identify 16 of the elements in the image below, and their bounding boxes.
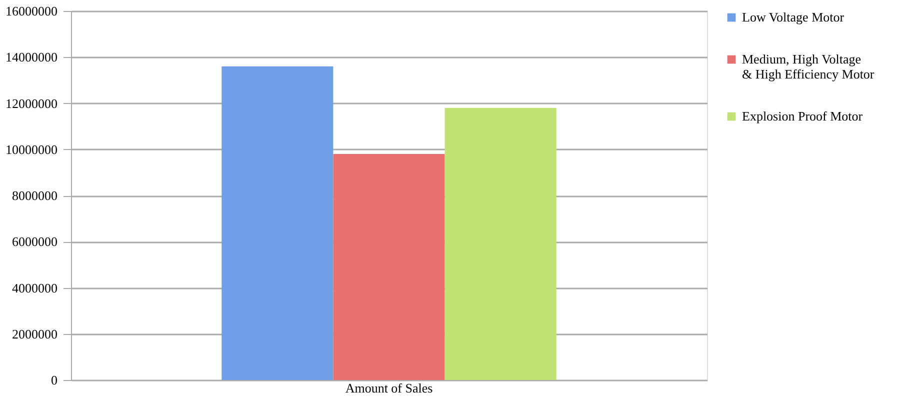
y-tick-label: 8000000 [12,188,58,203]
y-tick-label: 10000000 [6,142,58,157]
y-tick-label: 6000000 [12,234,58,250]
legend-label: Medium, High Voltage & High Efficiency Motor [742,52,875,82]
y-tick-label: 4000000 [12,280,58,296]
x-tick-label: Amount of Sales [345,380,433,396]
legend-label: Explosion Proof Motor [742,108,864,124]
y-tick-label: 2000000 [12,326,58,342]
legend-label: Low Voltage Motor [742,10,845,24]
y-tick-label: 12000000 [6,96,58,111]
bar [222,66,334,380]
bar [333,154,445,380]
y-tick-label: 16000000 [6,4,58,18]
bar [444,108,556,380]
y-tick-label: 14000000 [6,50,58,65]
y-tick-label: 0 [51,372,58,388]
